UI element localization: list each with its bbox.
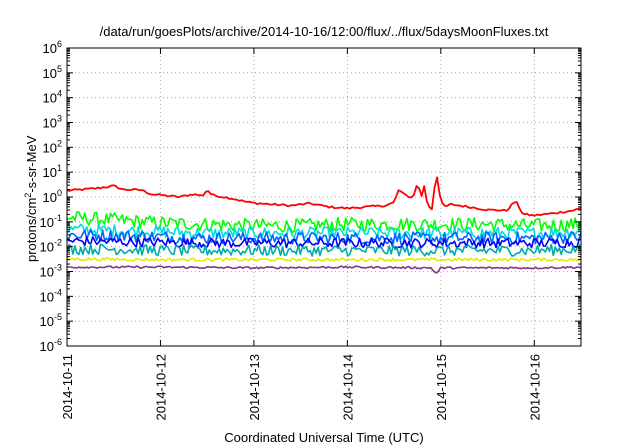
series-line-5 (66, 243, 582, 257)
y-tick-label: 10-2 (40, 238, 62, 255)
y-axis-label-sup: 2 (23, 193, 33, 198)
y-tick-label: 10-6 (40, 337, 62, 354)
series-line-1 (66, 211, 582, 234)
series-line-0 (66, 176, 582, 217)
x-tick-label: 2014-10-16 (527, 354, 542, 421)
y-tick-label: 10-1 (40, 213, 62, 230)
series-line-3 (66, 229, 582, 245)
y-tick-label: 102 (43, 138, 62, 155)
axis-ticks: 10-6 10-5 10-4 10-3 10-2 10-1 100 101 102 103 104 1… (40, 39, 581, 421)
x-tick-label: 2014-10-14 (340, 354, 355, 421)
series-group (66, 176, 582, 274)
series-line-7 (66, 265, 582, 274)
y-tick-label: 104 (43, 89, 62, 106)
y-tick-label: 10-5 (40, 312, 62, 329)
y-axis-label: protons/cm2-s-sr-MeV (23, 135, 39, 262)
y-tick-label: 100 (43, 188, 62, 205)
series-line-6 (66, 257, 582, 262)
x-axis-label: Coordinated Universal Time (UTC) (224, 430, 423, 445)
x-tick-label: 2014-10-11 (60, 354, 75, 420)
series-line-4 (66, 236, 582, 249)
y-axis-label-main: protons/cm (24, 198, 39, 262)
x-tick-label: 2014-10-13 (247, 354, 262, 421)
grid-lines (67, 48, 581, 346)
y-tick-label: 101 (43, 163, 62, 180)
x-tick-label: 2014-10-15 (434, 354, 449, 421)
chart-title: /data/run/goesPlots/archive/2014-10-16/1… (100, 24, 549, 39)
y-tick-label: 10-3 (40, 263, 62, 280)
y-tick-label: 105 (43, 64, 62, 81)
x-tick-label: 2014-10-12 (153, 354, 168, 421)
y-tick-label: 10-4 (40, 287, 62, 304)
y-tick-label: 106 (43, 39, 62, 56)
y-tick-label: 103 (43, 114, 62, 131)
y-axis-label-rest: -s-sr-MeV (24, 135, 39, 192)
